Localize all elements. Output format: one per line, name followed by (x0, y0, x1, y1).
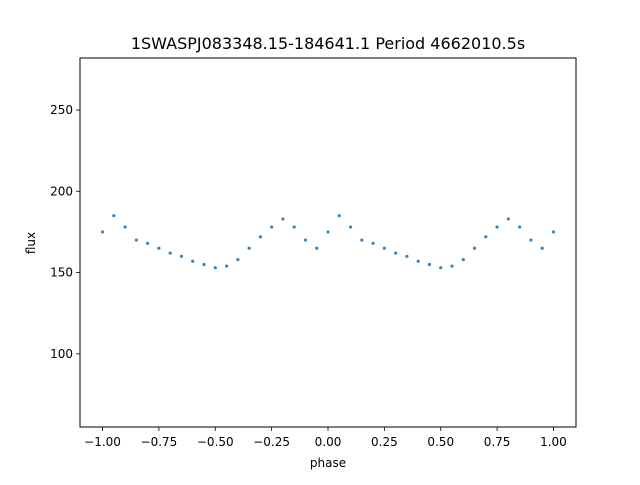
scatter-point (281, 217, 285, 221)
x-tick-label: 0.50 (427, 435, 454, 449)
scatter-point (303, 238, 308, 242)
y-tick-label: 250 (50, 103, 73, 117)
y-tick-label: 200 (50, 184, 73, 198)
scatter-point (236, 257, 240, 262)
scatter-point (157, 246, 161, 250)
scatter-point (348, 225, 353, 229)
scatter-point (270, 225, 274, 229)
scatter-point (258, 235, 262, 239)
scatter-point (484, 235, 488, 239)
scatter-point (506, 217, 510, 221)
scatter-point (371, 241, 375, 245)
x-tick-label: −0.25 (253, 435, 290, 449)
scatter-point (292, 225, 296, 229)
scatter-point (529, 238, 533, 242)
scatter-point (427, 262, 432, 267)
scatter-point (326, 230, 330, 234)
scatter-point (179, 254, 184, 258)
scatter-point (472, 246, 477, 250)
scatter-point (461, 257, 465, 262)
scatter-point (146, 241, 150, 245)
scatter-point (100, 230, 105, 234)
scatter-point (394, 251, 398, 255)
scatter-point (551, 230, 556, 234)
y-axis-ticks: 100 150 200 250 (50, 103, 80, 361)
scatter-point (439, 266, 443, 270)
scatter-point (416, 259, 420, 263)
scatter-point (123, 225, 127, 229)
scatter-point (112, 214, 116, 218)
x-tick-label: 0.00 (315, 435, 342, 449)
scatter-point (360, 238, 364, 242)
x-axis-label: phase (310, 456, 346, 470)
y-tick-label: 100 (50, 347, 73, 361)
scatter-point (540, 246, 544, 250)
y-axis-label: flux (24, 232, 38, 254)
x-tick-label: −1.00 (84, 435, 121, 449)
chart-title: 1SWASPJ083348.15-184641.1 Period 4662010… (131, 34, 525, 53)
scatter-point (382, 246, 386, 250)
scatter-point (134, 238, 138, 242)
scatter-point (450, 264, 454, 268)
scatter-point (247, 246, 251, 250)
x-tick-label: −0.50 (197, 435, 234, 449)
scatter-point (213, 266, 217, 270)
scatter-point (405, 254, 409, 258)
scatter-point (337, 214, 341, 218)
scatter-point (315, 246, 319, 250)
x-axis-ticks: −1.00 −0.75 −0.50 −0.25 0.00 0.25 0.50 0.75 1.00 (84, 427, 567, 449)
x-tick-label: 0.25 (371, 435, 398, 449)
y-tick-label: 150 (50, 266, 73, 280)
scatter-point (202, 262, 206, 267)
x-tick-label: 1.00 (540, 435, 567, 449)
scatter-point (191, 259, 195, 263)
scatter-point (168, 251, 172, 255)
scatter-point (518, 225, 522, 229)
scatter-points (100, 214, 556, 270)
x-tick-label: −0.75 (141, 435, 178, 449)
scatter-point (224, 264, 229, 268)
x-tick-label: 0.75 (484, 435, 511, 449)
scatter-point (495, 225, 499, 229)
